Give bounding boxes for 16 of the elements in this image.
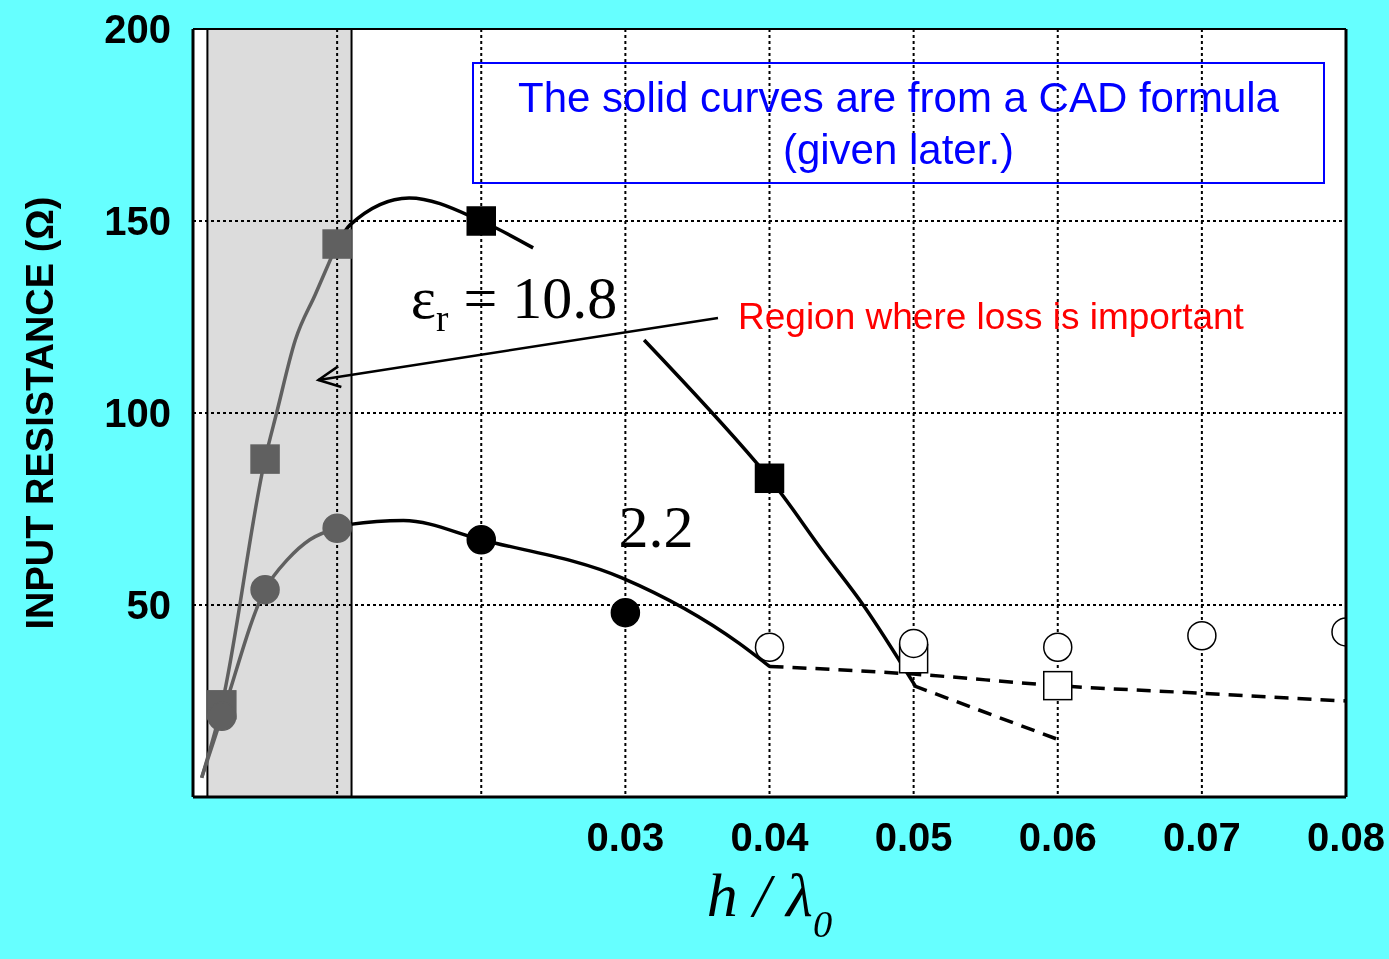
x-tick-label: 0.06 (1018, 815, 1097, 860)
y-tick-label: 100 (104, 391, 171, 436)
y-tick-label: 200 (104, 7, 171, 52)
y-axis-title: INPUT RESISTANCE (Ω) (19, 196, 61, 630)
annotation: The solid curves are from a CAD formula (given later.) (517, 73, 1280, 175)
y-tick-label: 150 (104, 199, 171, 244)
x-tick-label: 0.03 (586, 815, 665, 860)
x-tick-label: 0.07 (1162, 815, 1241, 860)
annotation: 2.2 (618, 494, 694, 560)
x-tick-label: 0.04 (730, 815, 810, 860)
band-label: Region where loss is important (738, 296, 1245, 337)
x-tick-label: 0.08 (1307, 815, 1385, 860)
y-tick-label: 50 (126, 583, 171, 628)
x-tick-label: 0.05 (874, 815, 953, 860)
x-axis-title: h / λ$_{0}$ (706, 861, 833, 945)
annotation: ε$_{r}$ = 10.8 (410, 265, 618, 339)
